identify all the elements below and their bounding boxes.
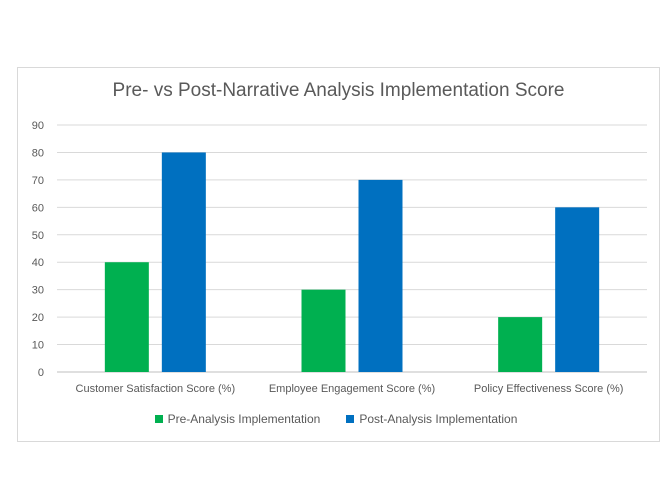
chart-frame (17, 67, 660, 442)
y-tick-label: 70 (32, 175, 44, 187)
bar-post (161, 152, 206, 372)
legend-label-pre: Pre-Analysis Implementation (167, 412, 321, 426)
x-tick-label: Employee Engagement Score (%) (269, 383, 435, 395)
y-tick-label: 20 (32, 312, 44, 324)
bar-post (358, 179, 403, 372)
bar-post (555, 207, 600, 372)
chart-title: Pre- vs Post-Narrative Analysis Implemen… (112, 80, 565, 101)
legend-label-post: Post-Analysis Implementation (359, 412, 518, 426)
x-tick-label: Customer Satisfaction Score (%) (76, 383, 236, 395)
y-tick-label: 90 (32, 120, 44, 132)
legend-item-post: Post-Analysis Implementation (346, 412, 517, 426)
legend-swatch-pre (154, 415, 163, 423)
legend: Pre-Analysis Implementation Post-Analysi… (0, 412, 672, 426)
y-tick-label: 60 (32, 202, 44, 214)
y-tick-label: 0 (38, 367, 44, 379)
legend-item-pre: Pre-Analysis Implementation (154, 412, 321, 426)
y-tick-label: 50 (32, 230, 44, 242)
x-tick-label: Policy Effectiveness Score (%) (474, 383, 624, 395)
bar-pre (104, 262, 149, 372)
bar-pre (301, 289, 346, 372)
legend-swatch-post (346, 415, 355, 423)
bar-pre (498, 317, 543, 372)
y-tick-label: 80 (32, 147, 44, 159)
y-tick-label: 30 (32, 285, 44, 297)
y-tick-label: 40 (32, 257, 44, 269)
y-tick-label: 10 (32, 340, 44, 352)
